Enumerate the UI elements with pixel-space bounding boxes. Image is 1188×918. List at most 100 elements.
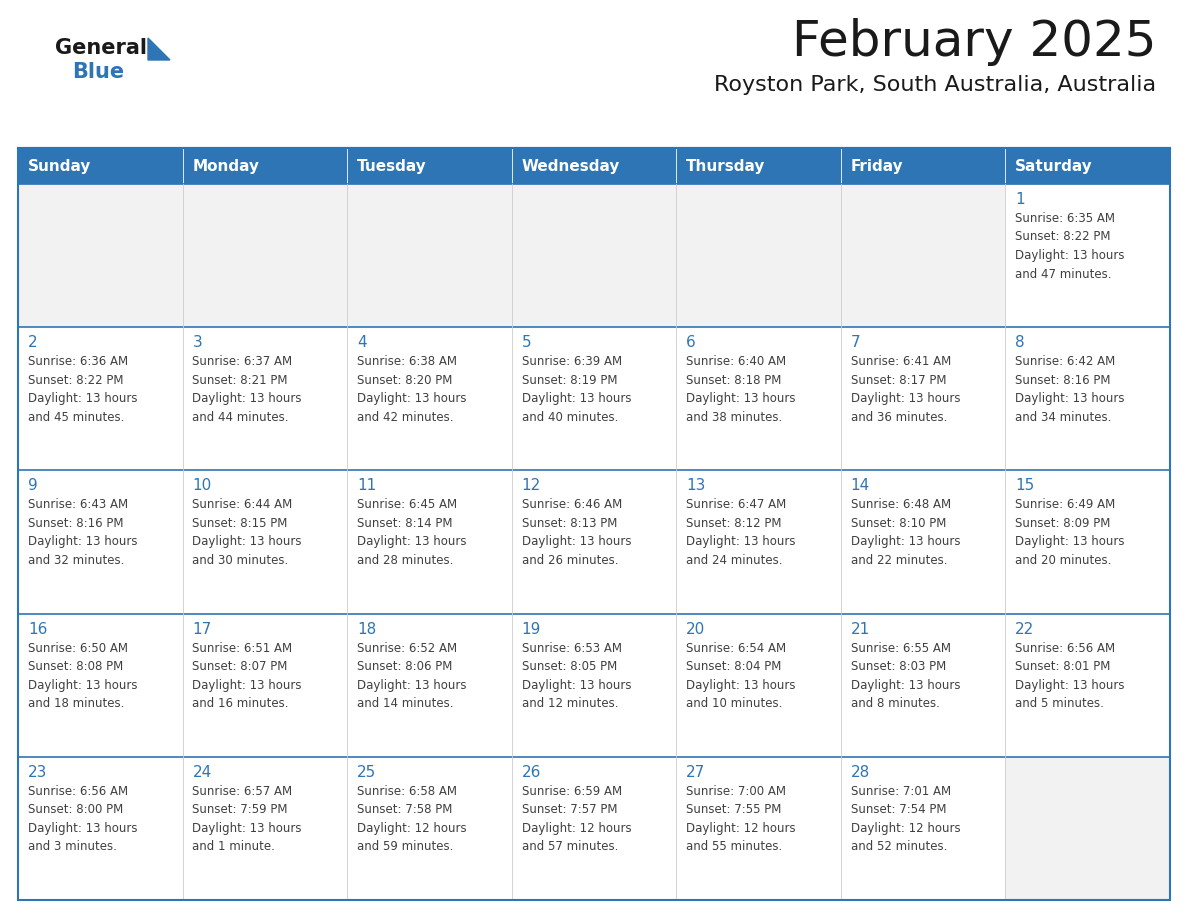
Bar bbox=[347, 470, 512, 613]
Text: Sunrise: 6:48 AM
Sunset: 8:10 PM
Daylight: 13 hours
and 22 minutes.: Sunrise: 6:48 AM Sunset: 8:10 PM Dayligh… bbox=[851, 498, 960, 567]
Text: 8: 8 bbox=[1016, 335, 1025, 350]
Bar bbox=[676, 756, 841, 900]
Bar bbox=[841, 470, 1005, 613]
Bar bbox=[18, 148, 183, 184]
Bar bbox=[347, 184, 512, 327]
Bar bbox=[183, 613, 347, 756]
Text: Thursday: Thursday bbox=[687, 159, 765, 174]
Text: 10: 10 bbox=[192, 478, 211, 493]
Text: 1: 1 bbox=[1016, 192, 1025, 207]
Bar bbox=[18, 613, 183, 756]
Bar bbox=[18, 756, 183, 900]
Text: 13: 13 bbox=[687, 478, 706, 493]
Text: Sunrise: 6:41 AM
Sunset: 8:17 PM
Daylight: 13 hours
and 36 minutes.: Sunrise: 6:41 AM Sunset: 8:17 PM Dayligh… bbox=[851, 355, 960, 424]
Text: 16: 16 bbox=[27, 621, 48, 636]
Text: Sunrise: 6:54 AM
Sunset: 8:04 PM
Daylight: 13 hours
and 10 minutes.: Sunrise: 6:54 AM Sunset: 8:04 PM Dayligh… bbox=[687, 642, 796, 711]
Text: 22: 22 bbox=[1016, 621, 1035, 636]
Text: 27: 27 bbox=[687, 765, 706, 779]
Text: 19: 19 bbox=[522, 621, 541, 636]
Text: Sunrise: 6:37 AM
Sunset: 8:21 PM
Daylight: 13 hours
and 44 minutes.: Sunrise: 6:37 AM Sunset: 8:21 PM Dayligh… bbox=[192, 355, 302, 424]
Text: 12: 12 bbox=[522, 478, 541, 493]
Text: Saturday: Saturday bbox=[1016, 159, 1093, 174]
Text: 11: 11 bbox=[358, 478, 377, 493]
Text: Sunrise: 6:47 AM
Sunset: 8:12 PM
Daylight: 13 hours
and 24 minutes.: Sunrise: 6:47 AM Sunset: 8:12 PM Dayligh… bbox=[687, 498, 796, 567]
Bar bbox=[18, 327, 183, 470]
Bar bbox=[512, 327, 676, 470]
Text: Sunrise: 6:40 AM
Sunset: 8:18 PM
Daylight: 13 hours
and 38 minutes.: Sunrise: 6:40 AM Sunset: 8:18 PM Dayligh… bbox=[687, 355, 796, 424]
Text: Monday: Monday bbox=[192, 159, 259, 174]
Bar bbox=[676, 470, 841, 613]
Bar bbox=[183, 470, 347, 613]
Bar bbox=[1005, 613, 1170, 756]
Text: Sunrise: 6:35 AM
Sunset: 8:22 PM
Daylight: 13 hours
and 47 minutes.: Sunrise: 6:35 AM Sunset: 8:22 PM Dayligh… bbox=[1016, 212, 1125, 281]
Text: 14: 14 bbox=[851, 478, 870, 493]
Text: Sunrise: 6:38 AM
Sunset: 8:20 PM
Daylight: 13 hours
and 42 minutes.: Sunrise: 6:38 AM Sunset: 8:20 PM Dayligh… bbox=[358, 355, 467, 424]
Text: 5: 5 bbox=[522, 335, 531, 350]
Bar bbox=[347, 148, 512, 184]
Text: Sunrise: 6:55 AM
Sunset: 8:03 PM
Daylight: 13 hours
and 8 minutes.: Sunrise: 6:55 AM Sunset: 8:03 PM Dayligh… bbox=[851, 642, 960, 711]
Bar bbox=[1005, 470, 1170, 613]
Bar bbox=[183, 148, 347, 184]
Text: 7: 7 bbox=[851, 335, 860, 350]
Bar bbox=[841, 327, 1005, 470]
Bar bbox=[841, 184, 1005, 327]
Text: Sunrise: 6:56 AM
Sunset: 8:01 PM
Daylight: 13 hours
and 5 minutes.: Sunrise: 6:56 AM Sunset: 8:01 PM Dayligh… bbox=[1016, 642, 1125, 711]
Text: 17: 17 bbox=[192, 621, 211, 636]
Bar bbox=[512, 184, 676, 327]
Text: Royston Park, South Australia, Australia: Royston Park, South Australia, Australia bbox=[714, 75, 1156, 95]
Text: 15: 15 bbox=[1016, 478, 1035, 493]
Text: Sunrise: 6:50 AM
Sunset: 8:08 PM
Daylight: 13 hours
and 18 minutes.: Sunrise: 6:50 AM Sunset: 8:08 PM Dayligh… bbox=[27, 642, 138, 711]
Text: Sunrise: 7:01 AM
Sunset: 7:54 PM
Daylight: 12 hours
and 52 minutes.: Sunrise: 7:01 AM Sunset: 7:54 PM Dayligh… bbox=[851, 785, 960, 854]
Bar bbox=[676, 613, 841, 756]
Text: Sunrise: 6:46 AM
Sunset: 8:13 PM
Daylight: 13 hours
and 26 minutes.: Sunrise: 6:46 AM Sunset: 8:13 PM Dayligh… bbox=[522, 498, 631, 567]
Text: 25: 25 bbox=[358, 765, 377, 779]
Bar bbox=[183, 327, 347, 470]
Bar bbox=[841, 148, 1005, 184]
Text: Sunrise: 6:59 AM
Sunset: 7:57 PM
Daylight: 12 hours
and 57 minutes.: Sunrise: 6:59 AM Sunset: 7:57 PM Dayligh… bbox=[522, 785, 631, 854]
Text: Sunrise: 6:51 AM
Sunset: 8:07 PM
Daylight: 13 hours
and 16 minutes.: Sunrise: 6:51 AM Sunset: 8:07 PM Dayligh… bbox=[192, 642, 302, 711]
Text: February 2025: February 2025 bbox=[791, 18, 1156, 66]
Bar bbox=[18, 184, 183, 327]
Text: Sunrise: 6:39 AM
Sunset: 8:19 PM
Daylight: 13 hours
and 40 minutes.: Sunrise: 6:39 AM Sunset: 8:19 PM Dayligh… bbox=[522, 355, 631, 424]
Bar bbox=[1005, 148, 1170, 184]
Polygon shape bbox=[148, 38, 170, 60]
Bar bbox=[512, 756, 676, 900]
Bar bbox=[183, 756, 347, 900]
Bar bbox=[347, 613, 512, 756]
Text: Sunday: Sunday bbox=[27, 159, 91, 174]
Text: 2: 2 bbox=[27, 335, 38, 350]
Bar bbox=[841, 756, 1005, 900]
Bar bbox=[676, 327, 841, 470]
Text: Sunrise: 6:49 AM
Sunset: 8:09 PM
Daylight: 13 hours
and 20 minutes.: Sunrise: 6:49 AM Sunset: 8:09 PM Dayligh… bbox=[1016, 498, 1125, 567]
Bar bbox=[841, 613, 1005, 756]
Text: 6: 6 bbox=[687, 335, 696, 350]
Text: 26: 26 bbox=[522, 765, 541, 779]
Bar bbox=[1005, 184, 1170, 327]
Bar bbox=[512, 148, 676, 184]
Text: 28: 28 bbox=[851, 765, 870, 779]
Bar bbox=[1005, 327, 1170, 470]
Bar bbox=[512, 470, 676, 613]
Text: Tuesday: Tuesday bbox=[358, 159, 426, 174]
Text: Blue: Blue bbox=[72, 62, 124, 82]
Bar bbox=[1005, 756, 1170, 900]
Text: Sunrise: 6:57 AM
Sunset: 7:59 PM
Daylight: 13 hours
and 1 minute.: Sunrise: 6:57 AM Sunset: 7:59 PM Dayligh… bbox=[192, 785, 302, 854]
Bar bbox=[18, 470, 183, 613]
Bar bbox=[512, 613, 676, 756]
Bar bbox=[347, 756, 512, 900]
Text: 20: 20 bbox=[687, 621, 706, 636]
Bar bbox=[18, 148, 1170, 900]
Bar bbox=[347, 327, 512, 470]
Text: 4: 4 bbox=[358, 335, 367, 350]
Text: 21: 21 bbox=[851, 621, 870, 636]
Text: 18: 18 bbox=[358, 621, 377, 636]
Text: Wednesday: Wednesday bbox=[522, 159, 620, 174]
Text: Sunrise: 7:00 AM
Sunset: 7:55 PM
Daylight: 12 hours
and 55 minutes.: Sunrise: 7:00 AM Sunset: 7:55 PM Dayligh… bbox=[687, 785, 796, 854]
Text: Sunrise: 6:42 AM
Sunset: 8:16 PM
Daylight: 13 hours
and 34 minutes.: Sunrise: 6:42 AM Sunset: 8:16 PM Dayligh… bbox=[1016, 355, 1125, 424]
Text: Sunrise: 6:52 AM
Sunset: 8:06 PM
Daylight: 13 hours
and 14 minutes.: Sunrise: 6:52 AM Sunset: 8:06 PM Dayligh… bbox=[358, 642, 467, 711]
Text: Sunrise: 6:36 AM
Sunset: 8:22 PM
Daylight: 13 hours
and 45 minutes.: Sunrise: 6:36 AM Sunset: 8:22 PM Dayligh… bbox=[27, 355, 138, 424]
Text: 9: 9 bbox=[27, 478, 38, 493]
Text: Sunrise: 6:45 AM
Sunset: 8:14 PM
Daylight: 13 hours
and 28 minutes.: Sunrise: 6:45 AM Sunset: 8:14 PM Dayligh… bbox=[358, 498, 467, 567]
Text: 23: 23 bbox=[27, 765, 48, 779]
Text: Sunrise: 6:58 AM
Sunset: 7:58 PM
Daylight: 12 hours
and 59 minutes.: Sunrise: 6:58 AM Sunset: 7:58 PM Dayligh… bbox=[358, 785, 467, 854]
